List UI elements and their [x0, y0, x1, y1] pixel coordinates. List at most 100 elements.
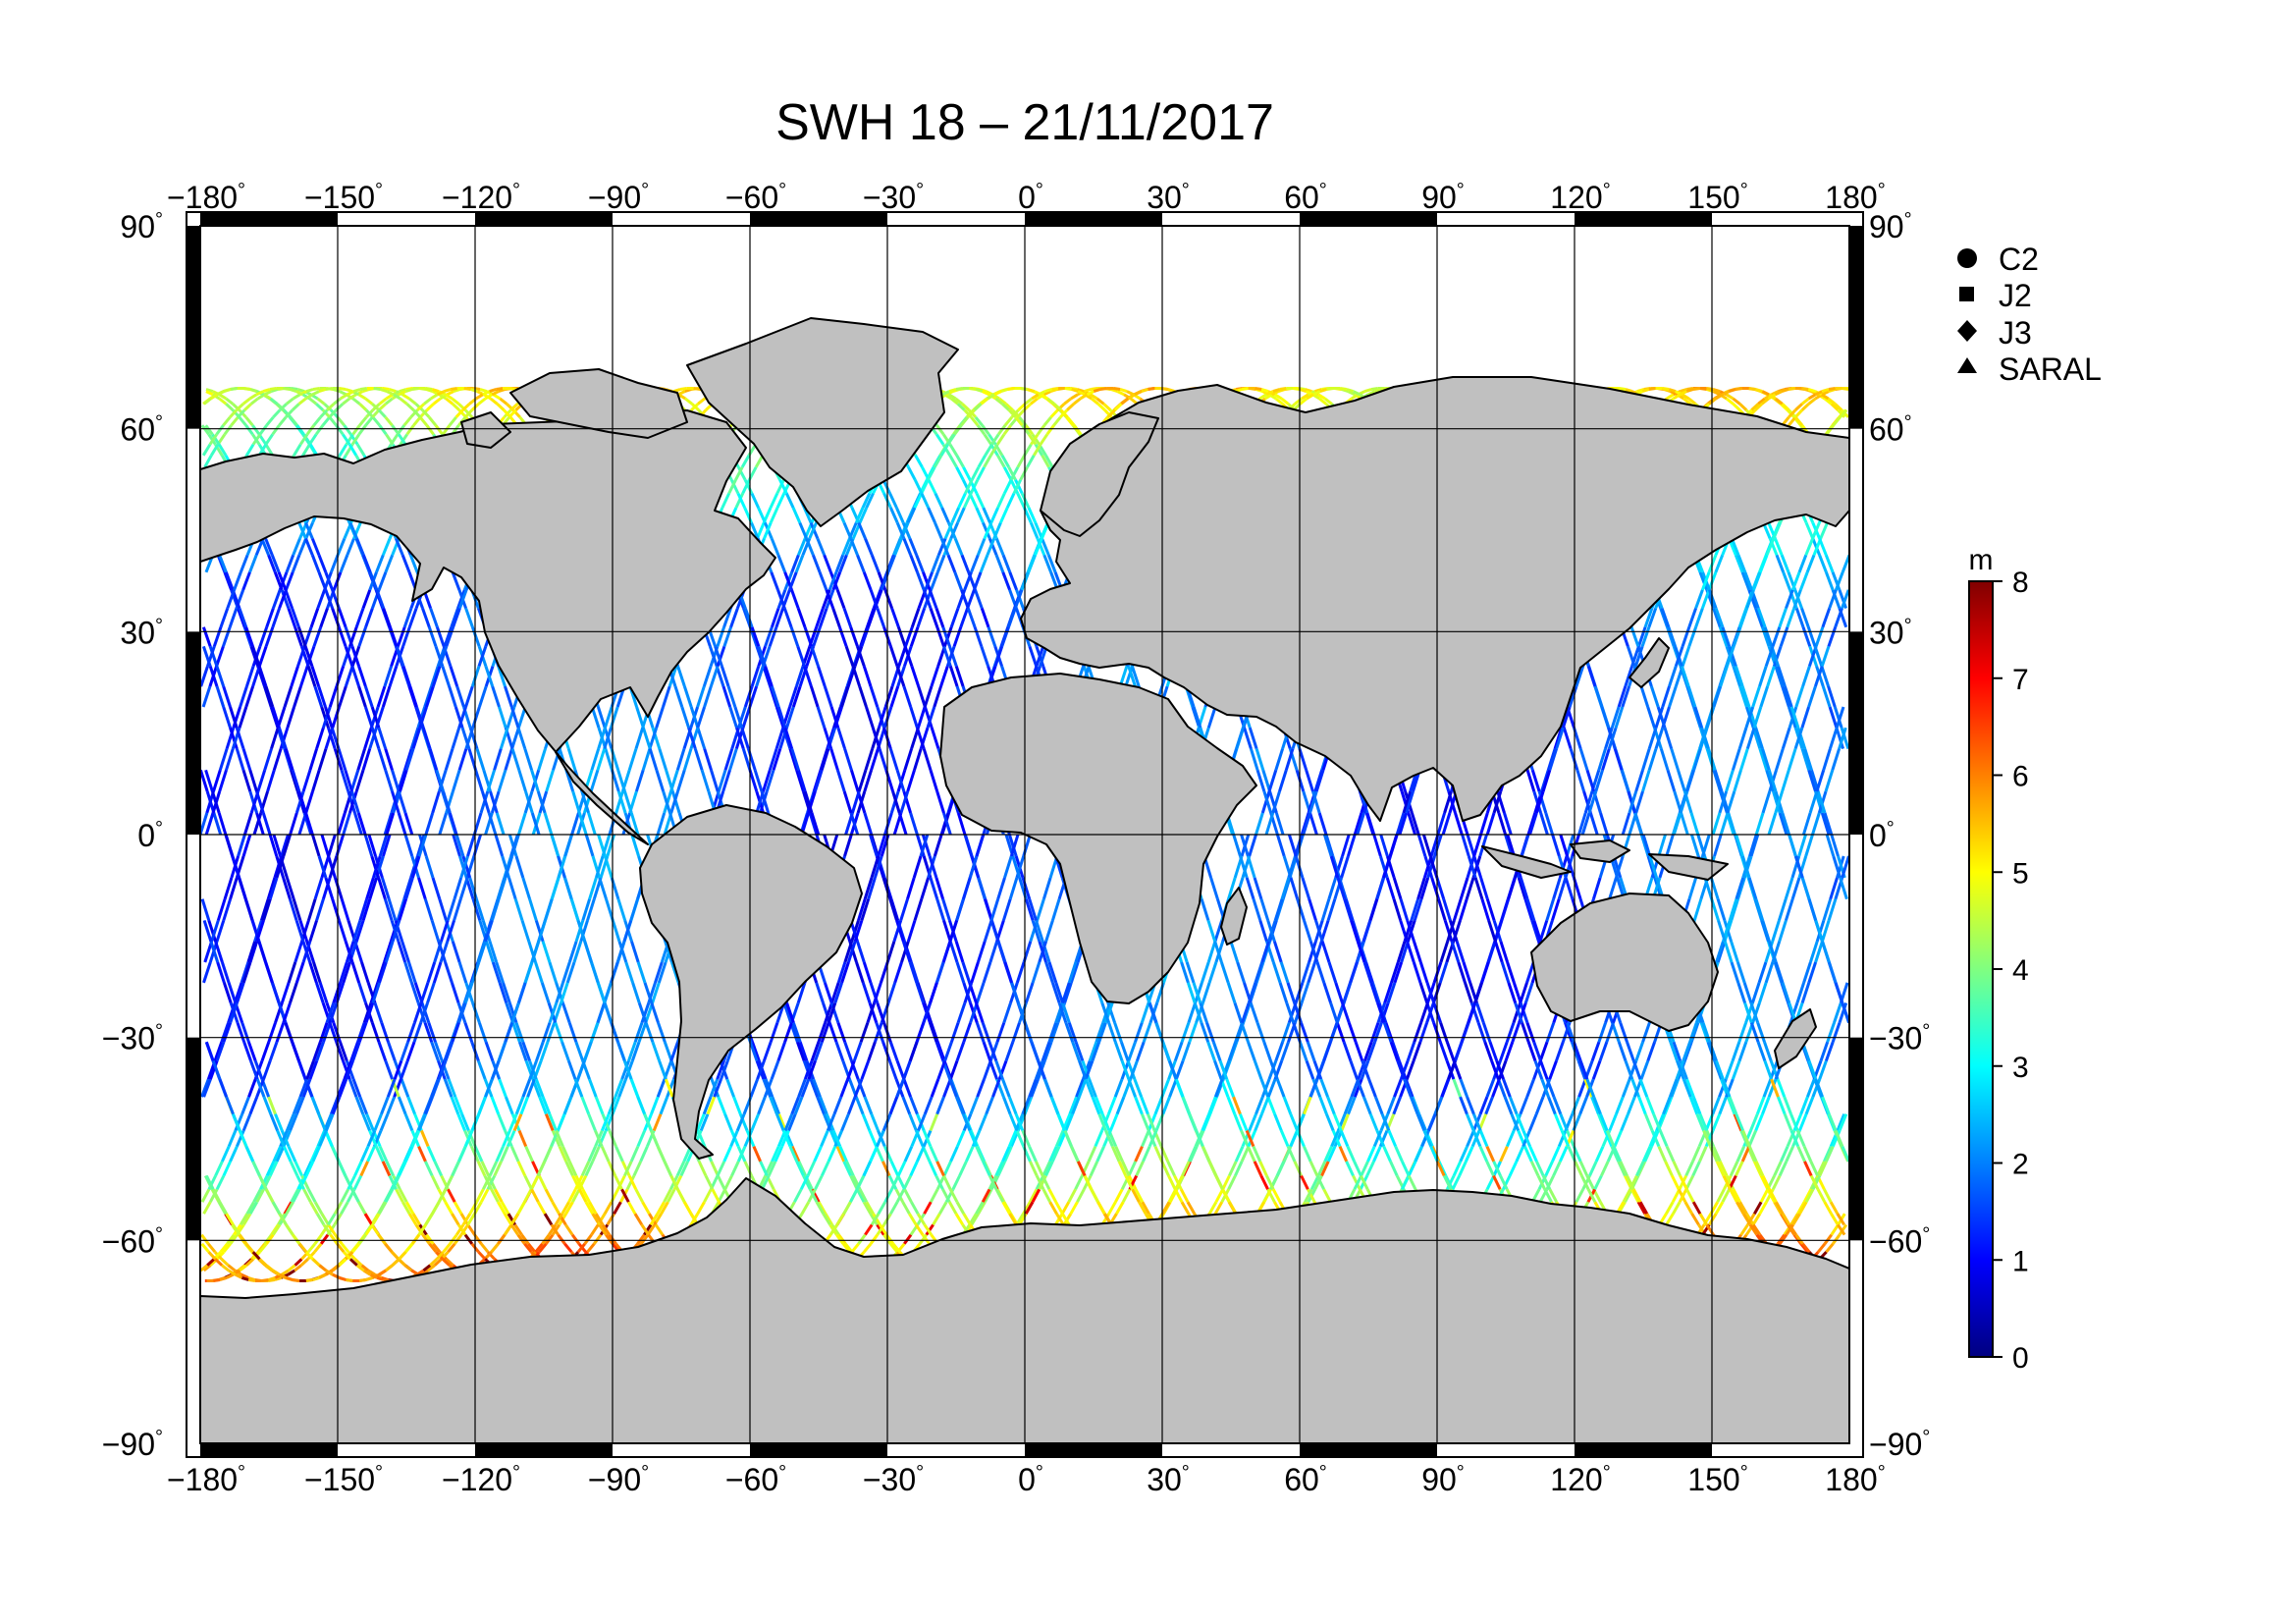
track-segment	[1166, 1161, 1176, 1177]
track-segment	[451, 769, 461, 792]
track-segment	[640, 1233, 650, 1245]
track-segment	[1393, 961, 1404, 984]
track-segment	[1153, 1096, 1164, 1115]
track-segment	[1016, 408, 1026, 418]
track-segment	[754, 455, 765, 468]
track-segment	[1001, 1096, 1012, 1115]
track-segment	[1107, 1201, 1117, 1215]
track-segment	[1028, 1188, 1039, 1203]
track-segment	[412, 415, 422, 427]
track-segment	[983, 1059, 992, 1080]
track-segment	[790, 1096, 800, 1115]
track-segment	[764, 626, 774, 647]
track-segment	[932, 1213, 941, 1226]
track-segment	[1147, 1113, 1156, 1132]
track-segment	[1090, 393, 1098, 401]
track-segment	[1094, 1129, 1104, 1148]
track-segment	[479, 388, 488, 394]
track-segment	[1028, 898, 1038, 921]
track-segment	[537, 1174, 548, 1190]
track-segment	[750, 666, 761, 687]
track-segment	[696, 727, 707, 750]
track-segment	[1042, 390, 1051, 397]
track-segment	[1341, 834, 1351, 857]
track-segment	[1134, 1188, 1145, 1203]
track-segment	[941, 626, 951, 647]
track-segment	[808, 812, 819, 836]
track-segment	[319, 607, 329, 628]
track-segment	[286, 706, 296, 729]
track-segment	[332, 1022, 342, 1043]
track-segment	[400, 941, 410, 963]
track-segment	[901, 521, 912, 540]
track-segment	[538, 1096, 548, 1115]
track-segment	[1095, 397, 1105, 406]
track-segment	[970, 415, 980, 427]
track-segment	[1221, 1174, 1231, 1190]
track-segment	[1372, 1145, 1382, 1163]
track-segment	[777, 1113, 787, 1132]
track-segment	[969, 1096, 980, 1115]
track-segment	[271, 589, 282, 610]
track-segment	[984, 1188, 993, 1203]
track-segment	[934, 492, 944, 509]
track-segment	[1148, 387, 1155, 391]
track-segment	[596, 748, 607, 771]
track-segment	[1015, 961, 1026, 984]
track-segment	[743, 479, 754, 495]
track-segment	[1438, 961, 1449, 984]
track-segment	[785, 706, 795, 729]
track-segment	[795, 1041, 806, 1062]
track-segment	[1419, 877, 1430, 900]
map-area	[200, 226, 1849, 1443]
track-segment	[954, 666, 965, 687]
track-segment	[385, 1161, 396, 1177]
track-segment	[312, 626, 323, 647]
track-segment	[1353, 1078, 1363, 1098]
track-segment	[1106, 1002, 1117, 1024]
track-segment	[1320, 898, 1331, 921]
track-segment	[1042, 415, 1052, 427]
track-segment	[1001, 571, 1012, 591]
track-segment	[427, 1022, 437, 1043]
track-segment	[1260, 388, 1269, 394]
track-segment	[918, 1233, 929, 1245]
track-segment	[434, 1041, 444, 1062]
track-segment	[356, 748, 367, 771]
track-segment	[387, 1041, 397, 1062]
track-segment	[849, 769, 860, 792]
track-segment	[867, 1041, 877, 1061]
track-segment	[795, 769, 805, 792]
track-segment	[363, 727, 373, 750]
track-segment	[934, 433, 945, 446]
track-segment	[989, 507, 999, 524]
track-segment	[708, 645, 719, 667]
track-segment	[656, 812, 667, 836]
track-segment	[1064, 387, 1072, 391]
track-segment	[890, 607, 900, 628]
track-segment	[1088, 1078, 1097, 1098]
track-segment	[406, 1096, 416, 1115]
track-segment	[1274, 1041, 1285, 1062]
track-segment	[810, 1041, 821, 1062]
track-segment	[1119, 1041, 1130, 1061]
track-segment	[757, 507, 767, 524]
track-segment	[1173, 1041, 1184, 1062]
track-segment	[1179, 1188, 1190, 1203]
track-segment	[862, 666, 873, 687]
track-segment	[419, 408, 429, 418]
track-segment	[1021, 877, 1032, 900]
track-segment	[1418, 1022, 1429, 1043]
track-segment	[996, 455, 1006, 468]
track-segment	[949, 607, 960, 628]
track-segment	[480, 1242, 490, 1254]
track-segment	[933, 834, 943, 857]
track-segment	[797, 1078, 807, 1098]
track-segment	[510, 1113, 521, 1132]
track-segment	[782, 1002, 793, 1024]
track-segment	[598, 1223, 608, 1236]
track-segment	[887, 1059, 898, 1080]
track-segment	[1047, 961, 1058, 984]
track-segment	[1299, 388, 1308, 394]
